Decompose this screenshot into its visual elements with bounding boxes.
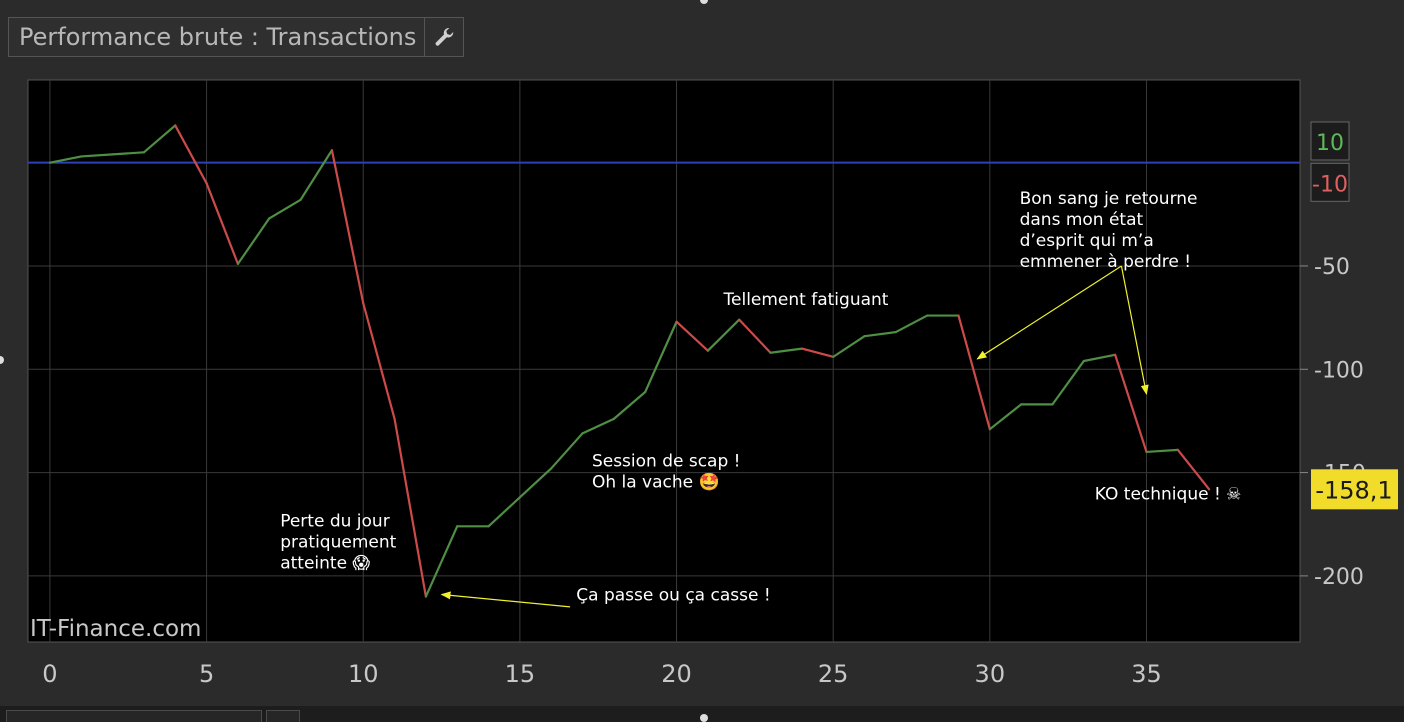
wrench-icon[interactable] <box>424 18 463 56</box>
equity-segment <box>738 318 772 354</box>
chart-title-bar: Performance brute : Transactions <box>8 17 464 57</box>
annotation-line: emmener à perdre ! <box>1020 252 1192 272</box>
equity-segment <box>894 314 929 334</box>
annotation-arrow <box>440 591 571 608</box>
annotation-arrows <box>440 265 1149 608</box>
equity-segment <box>80 153 114 158</box>
equity-segment <box>550 432 584 470</box>
badge-box <box>1310 162 1350 202</box>
equity-segment <box>48 155 83 164</box>
equity-segment <box>174 124 208 185</box>
x-tick-label: 5 <box>199 660 214 688</box>
annotation-text: Ça passe ou ça casse ! <box>576 586 770 606</box>
equity-segment <box>518 467 553 499</box>
current-value-label: -158,1 <box>1315 476 1392 504</box>
equity-segment <box>769 347 803 354</box>
annotation-line: d’esprit qui m’a <box>1020 231 1154 251</box>
badge-box <box>1310 121 1350 161</box>
annotation-line: Bon sang je retourne <box>1020 189 1198 209</box>
watermark: IT-Finance.com <box>30 616 201 642</box>
equity-segment <box>330 149 365 305</box>
annotation-line: Perte du jour <box>280 511 389 531</box>
equity-segment <box>1114 353 1148 454</box>
badge-down: -10 <box>1310 162 1350 202</box>
annotation-arrow <box>976 265 1122 360</box>
annotation-line: Tellement fatiguant <box>723 290 889 310</box>
equity-segment <box>863 330 897 338</box>
equity-segment <box>832 335 866 358</box>
wrench-icon-glyph <box>435 27 454 46</box>
annotation-text: Perte du jour pratiquement atteinte 😱 <box>280 511 396 573</box>
equity-segment <box>1145 448 1179 454</box>
badge-label: 10 <box>1316 131 1344 156</box>
equity-segment <box>1082 353 1117 363</box>
equity-segment <box>236 217 271 265</box>
equity-segment <box>487 496 521 528</box>
badge-label: -10 <box>1312 172 1348 197</box>
resize-handle-left[interactable] <box>0 356 4 364</box>
annotation-line: Oh la vache 🤩 <box>592 472 720 492</box>
resize-handle-bottom[interactable] <box>700 714 708 722</box>
chart-window-title: Performance brute : Transactions <box>19 23 417 51</box>
x-axis-ticks: 0 5 10 15 20 25 30 35 <box>42 660 1161 688</box>
grid-lines <box>28 80 1300 642</box>
equity-segment <box>393 417 427 598</box>
equity-segment <box>299 149 334 201</box>
equity-segment <box>675 320 709 352</box>
bottom-tab-button[interactable] <box>266 710 300 722</box>
equity-segment <box>800 347 835 358</box>
equity-segment <box>142 124 177 154</box>
equity-segment <box>706 318 741 352</box>
annotation-text: Tellement fatiguant <box>723 290 889 310</box>
x-tick-label: 0 <box>42 660 57 688</box>
plot-area <box>27 79 1301 643</box>
equity-segment <box>988 403 1023 431</box>
annotation-line: pratiquement <box>280 532 396 552</box>
equity-segment <box>581 417 615 435</box>
current-value-box <box>1311 469 1398 510</box>
bottom-tab[interactable] <box>6 710 262 722</box>
annotation-line: KO technique ! ☠ <box>1095 484 1242 504</box>
y-tick-label: -100 <box>1314 358 1364 383</box>
x-tick-label: 35 <box>1131 660 1162 688</box>
equity-segment <box>424 525 459 598</box>
current-value-badge: -158,1 <box>1311 469 1398 510</box>
annotations: Perte du jour pratiquement atteinte 😱 Ça pa… <box>280 189 1241 606</box>
resize-handle-top[interactable] <box>700 0 708 4</box>
annotation-line: Ça passe ou ça casse ! <box>576 586 770 606</box>
annotation-line: atteinte 😱 <box>280 553 370 573</box>
x-tick-label: 10 <box>348 660 379 688</box>
equity-segment <box>362 302 396 420</box>
equity-segment <box>205 182 240 265</box>
annotation-text: Bon sang je retourne dans mon état d’espri… <box>1020 189 1198 272</box>
equity-segment <box>644 320 678 394</box>
equity-segment <box>612 390 647 420</box>
equity-segment <box>1176 448 1211 491</box>
badge-up: 10 <box>1310 121 1350 161</box>
x-tick-label: 15 <box>505 660 536 688</box>
equity-segment <box>1051 359 1085 406</box>
equity-segment <box>268 198 302 220</box>
equity-line <box>48 124 1211 598</box>
x-tick-label: 30 <box>975 660 1006 688</box>
annotation-line: Session de scap ! <box>592 451 741 471</box>
y-tick-label: -200 <box>1314 565 1364 590</box>
equity-segment <box>957 314 991 431</box>
y-tick-label: -50 <box>1314 255 1350 280</box>
x-tick-label: 25 <box>818 660 849 688</box>
annotation-text: Session de scap ! Oh la vache 🤩 <box>592 451 741 492</box>
annotation-text: KO technique ! ☠ <box>1095 484 1242 504</box>
y-axis-ticks: -50-100-200-150 <box>1300 255 1366 590</box>
x-tick-label: 20 <box>661 660 692 688</box>
equity-segment <box>111 151 146 156</box>
annotation-line: dans mon état <box>1020 210 1144 230</box>
annotation-arrow <box>1120 265 1149 396</box>
right-badges: 10 -10 -158,1 <box>1310 121 1398 510</box>
